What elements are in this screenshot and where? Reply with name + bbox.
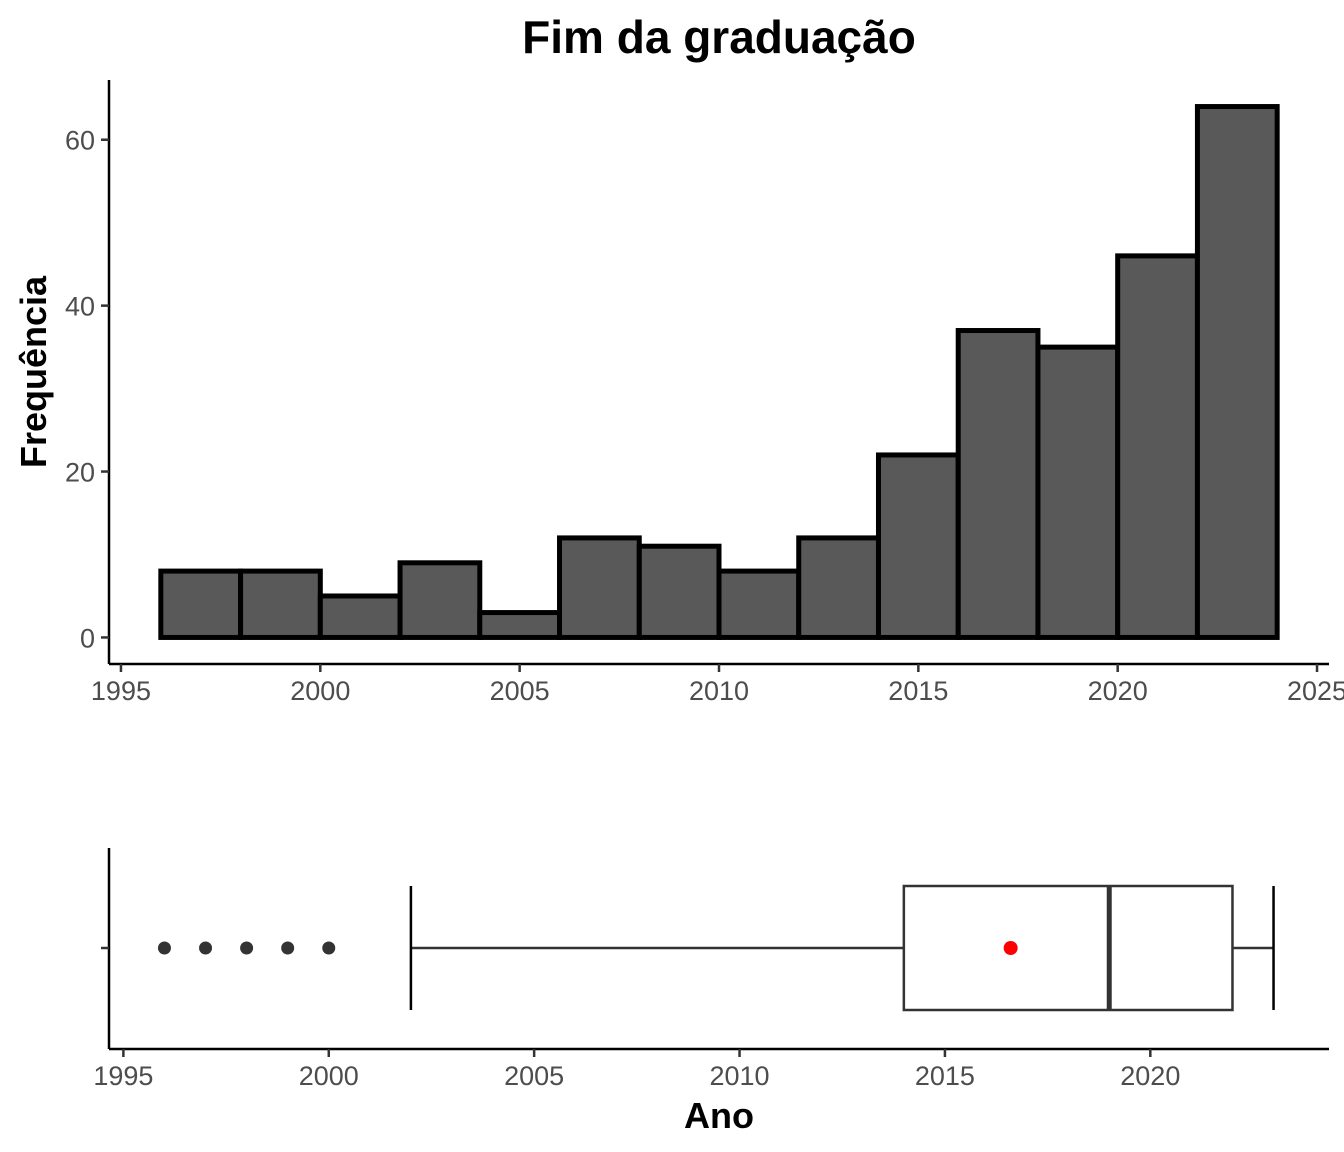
y-axis-title: Frequência xyxy=(13,275,54,468)
y-tick-label-20: 20 xyxy=(65,458,95,488)
outlier-point-4 xyxy=(281,941,295,955)
x-tick-label-2000: 2000 xyxy=(290,676,350,706)
histogram-bars xyxy=(158,104,1280,640)
x-tick-label-2020: 2020 xyxy=(1088,676,1148,706)
x-tick-label-2005: 2005 xyxy=(490,676,550,706)
boxplot-axes: 1995 2000 2005 2010 2015 2020 xyxy=(93,848,1329,1091)
box-x-tick-label-1995: 1995 xyxy=(93,1061,153,1091)
histogram-bar-12 xyxy=(1035,344,1121,640)
histogram-bar-3 xyxy=(317,593,403,640)
histogram-bar-10 xyxy=(875,452,961,640)
histogram-bar-11 xyxy=(955,328,1041,640)
boxplot xyxy=(157,884,1275,1012)
outlier-point-2 xyxy=(199,941,213,955)
box-x-tick-label-2020: 2020 xyxy=(1120,1061,1180,1091)
histogram-bar-13 xyxy=(1115,253,1200,640)
x-tick-label-2015: 2015 xyxy=(888,676,948,706)
x-tick-label-2025: 2025 xyxy=(1287,676,1344,706)
outlier-point-1 xyxy=(157,941,171,955)
box-x-tick-label-2015: 2015 xyxy=(915,1061,975,1091)
histogram-axes: 0 20 40 60 1995 2000 2005 2010 2015 2020 2025 xyxy=(65,80,1344,706)
outlier-point-3 xyxy=(240,941,254,955)
histogram-bar-5 xyxy=(477,610,563,640)
y-tick-label-40: 40 xyxy=(65,292,95,322)
outlier-point-5 xyxy=(322,941,336,955)
mean-point xyxy=(1003,941,1018,955)
histogram-bar-7 xyxy=(636,543,722,640)
histogram-bar-4 xyxy=(397,560,483,640)
histogram-bar-9 xyxy=(796,535,881,640)
histogram-bar-6 xyxy=(557,535,642,640)
box-x-tick-label-2005: 2005 xyxy=(504,1061,564,1091)
chart-title: Fim da graduação xyxy=(522,11,916,63)
box-iqr xyxy=(902,884,1234,1012)
y-tick-label-60: 60 xyxy=(65,126,95,156)
histogram-bar-8 xyxy=(716,568,802,640)
x-tick-label-1995: 1995 xyxy=(91,676,151,706)
y-tick-label-0: 0 xyxy=(80,623,95,653)
box-x-tick-label-2000: 2000 xyxy=(299,1061,359,1091)
x-tick-label-2010: 2010 xyxy=(689,676,749,706)
x-axis-title: Ano xyxy=(684,1095,754,1136)
box-x-tick-label-2010: 2010 xyxy=(709,1061,769,1091)
histogram-bar-1 xyxy=(158,568,244,640)
histogram-bar-2 xyxy=(238,568,323,640)
histogram-bar-14 xyxy=(1194,104,1280,640)
